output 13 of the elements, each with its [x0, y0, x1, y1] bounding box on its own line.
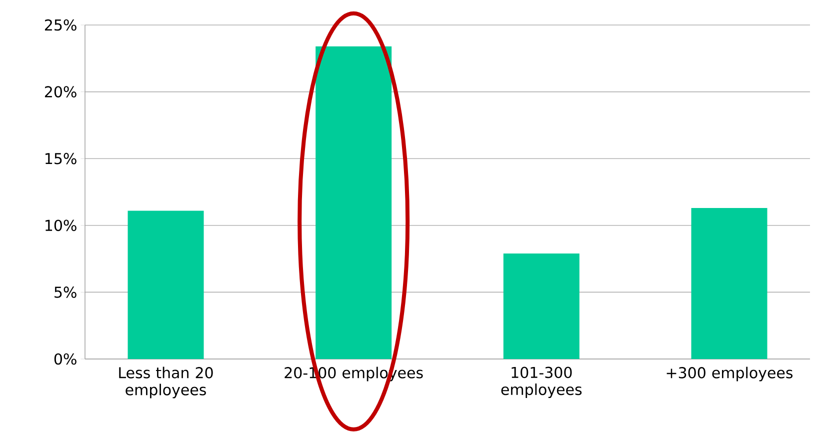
y-tick-label: 25% [44, 19, 76, 31]
bar [316, 46, 392, 359]
bar [503, 253, 580, 359]
x-tick-label: +300 employees [666, 366, 793, 382]
x-tick-label: 101-300 employees [501, 366, 582, 398]
x-tick-label: Less than 20 employees [119, 366, 213, 398]
y-tick-label: 10% [46, 220, 76, 232]
bar [128, 210, 204, 359]
y-tick-label: 20% [44, 86, 76, 98]
bar [691, 208, 768, 359]
y-tick-label: 0% [54, 353, 76, 365]
y-tick-label: 5% [54, 286, 76, 298]
y-tick-label: 15% [46, 152, 76, 164]
